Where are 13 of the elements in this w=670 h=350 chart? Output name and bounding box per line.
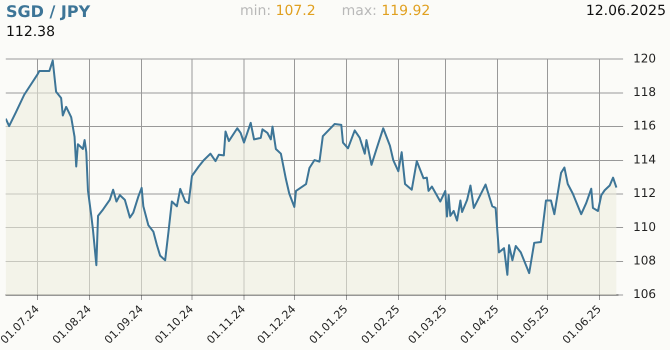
- y-tick-label: 112: [633, 186, 656, 200]
- y-tick-label: 108: [633, 253, 656, 268]
- y-tick-label: 116: [633, 118, 656, 133]
- y-tick-label: 114: [633, 152, 656, 166]
- chart-title: SGD / JPY: [6, 2, 90, 21]
- y-tick-label: 110: [633, 220, 656, 234]
- text: 112.38: [6, 24, 55, 40]
- y-tick-label: 120: [633, 51, 656, 66]
- y-tick-label: 118: [633, 85, 656, 100]
- text: min: 107.2: [240, 3, 316, 19]
- text: max: 119.92: [342, 3, 430, 19]
- text: 12.06.2025: [586, 3, 666, 19]
- y-tick-label: 106: [633, 287, 656, 302]
